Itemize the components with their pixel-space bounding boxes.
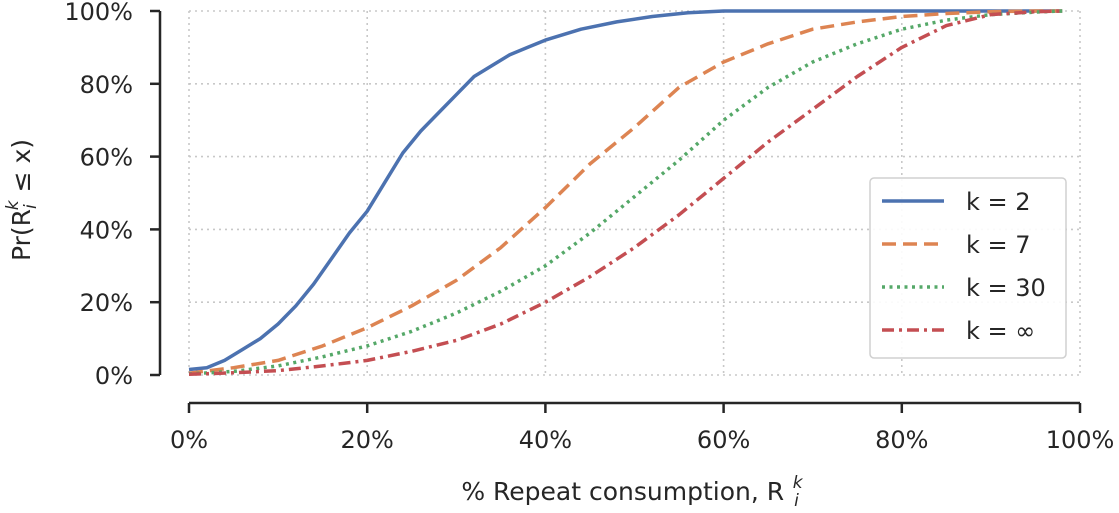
x-tick-label: 20% <box>341 426 394 454</box>
legend-label-0: k = 2 <box>966 188 1031 216</box>
legend-label-3: k = ∞ <box>966 317 1035 345</box>
y-tick-label: 80% <box>80 71 133 99</box>
series-line-2 <box>188 9 1063 376</box>
legend: k = 2 k = 7 k = 30 k = ∞ <box>869 177 1067 359</box>
y-ticks: 0% 20% 40% 60% 80% 100% <box>64 0 160 390</box>
x-tick-label: 40% <box>519 426 572 454</box>
axes <box>158 11 1080 405</box>
y-tick-label: 40% <box>80 216 133 244</box>
x-tick-label: 80% <box>875 426 928 454</box>
y-tick-label: 20% <box>80 289 133 317</box>
y-tick-label: 60% <box>80 144 133 172</box>
series-line-1 <box>188 9 1063 375</box>
series-lines <box>188 9 1063 377</box>
series-line-0 <box>188 9 1063 372</box>
x-ticks: 0% 20% 40% 60% 80% 100% <box>170 403 1114 454</box>
x-axis-label: % Repeat consumption, R ik <box>461 473 803 511</box>
legend-label-2: k = 30 <box>966 274 1046 302</box>
legend-box <box>869 177 1067 359</box>
x-tick-label: 100% <box>1046 426 1115 454</box>
x-tick-label: 60% <box>697 426 750 454</box>
y-tick-label: 100% <box>64 0 133 26</box>
y-axis-label: Pr(Rik ≤ x) <box>3 139 41 261</box>
legend-label-1: k = 7 <box>966 231 1031 259</box>
x-tick-label: 0% <box>170 426 208 454</box>
y-tick-label: 0% <box>95 362 133 390</box>
